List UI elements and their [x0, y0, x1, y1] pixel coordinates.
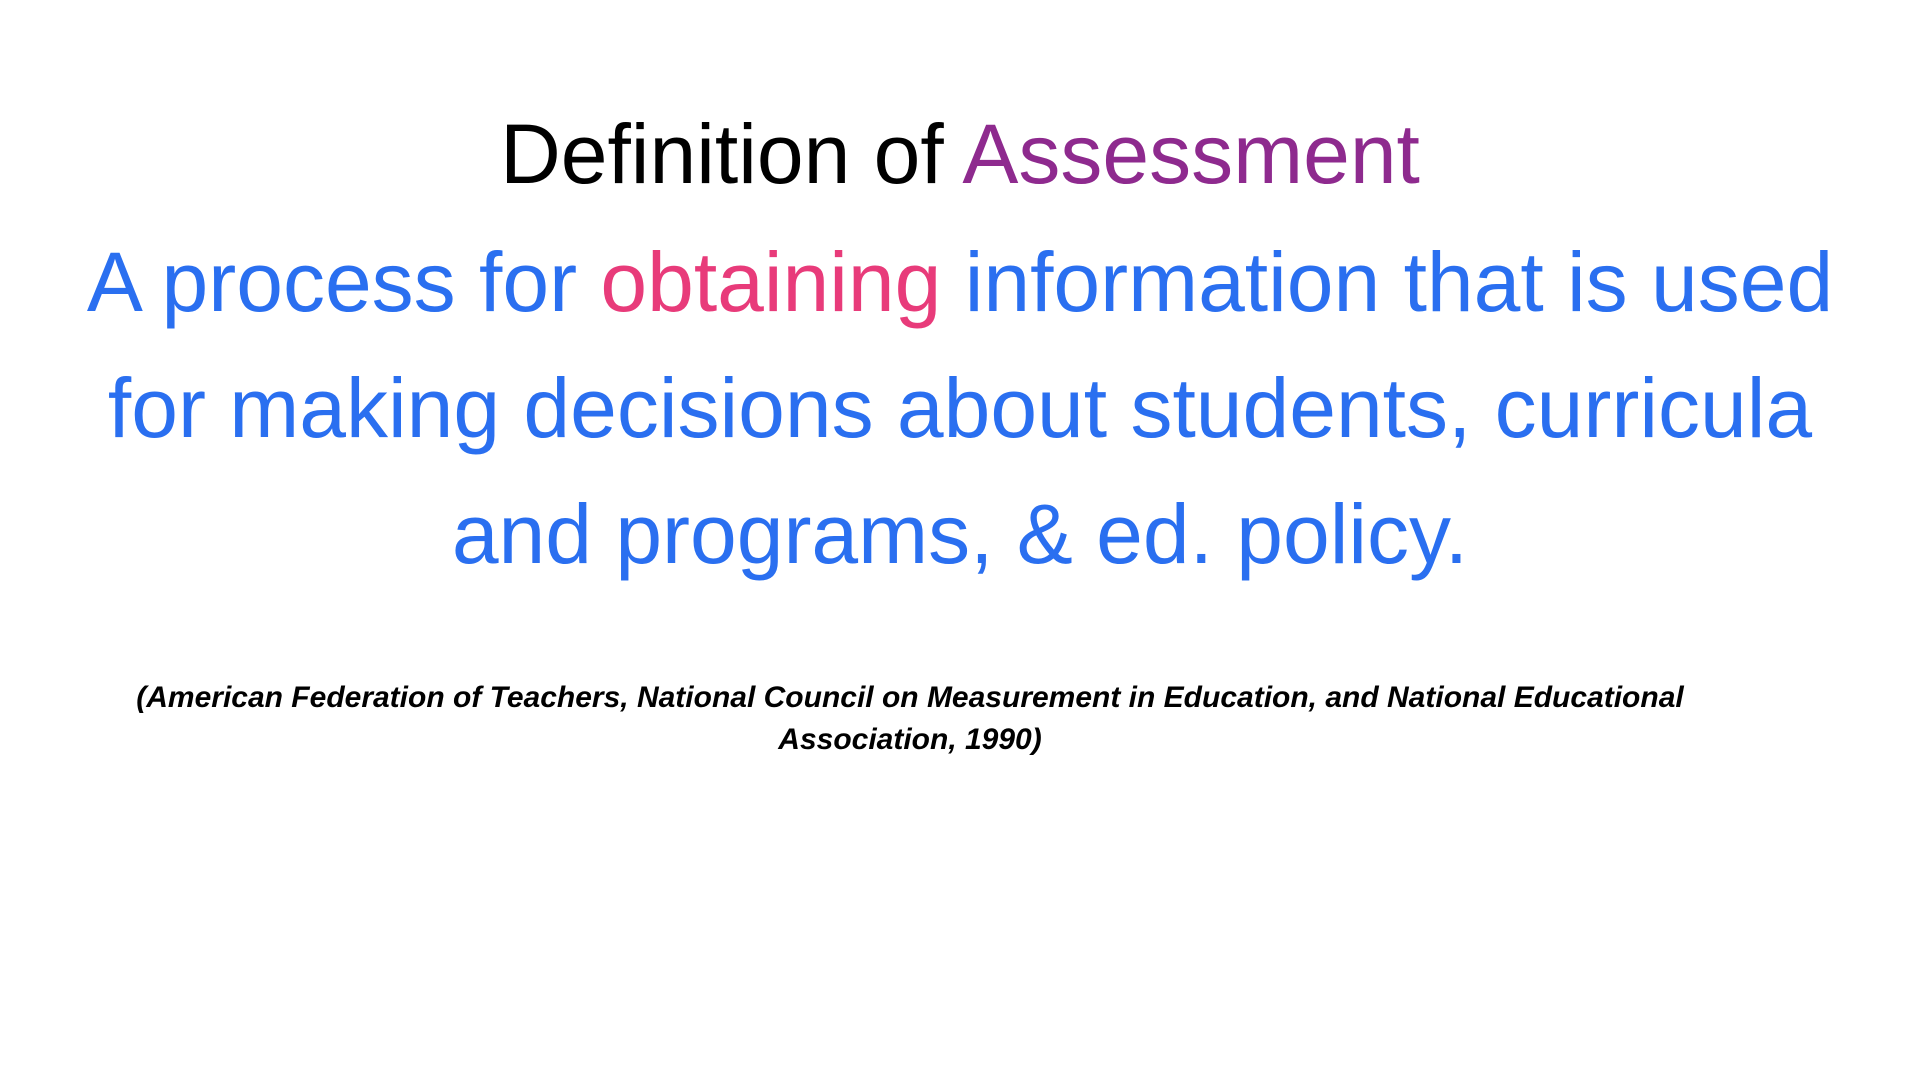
- slide-body: A process for obtaining information that…: [60, 219, 1860, 597]
- citation-text: (American Federation of Teachers, Nation…: [60, 677, 1860, 761]
- body-seg2-keyword: obtaining: [600, 235, 941, 329]
- slide-title: Definition of Assessment: [60, 100, 1860, 209]
- title-prefix: Definition of: [500, 107, 962, 201]
- title-keyword: Assessment: [962, 107, 1420, 201]
- body-seg1: A process for: [87, 235, 601, 329]
